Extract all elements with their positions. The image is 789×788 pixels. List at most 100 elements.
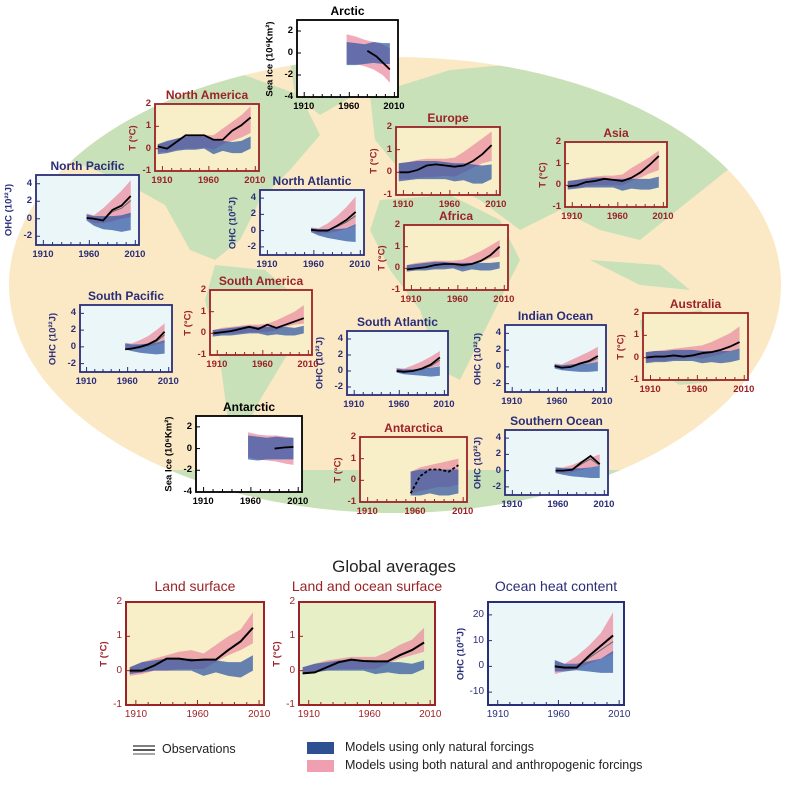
y-tick-label: -1 [142, 165, 151, 176]
plot-frame [403, 224, 509, 291]
global-averages-heading: Global averages [332, 557, 456, 576]
global-land-ocean-plot [298, 601, 436, 706]
x-tick-label: 1960 [546, 396, 568, 407]
x-tick-label: 2010 [349, 259, 371, 270]
natural-forcings-band [125, 340, 165, 355]
natural-forcings-band [567, 176, 659, 191]
y-tick-label: 2 [186, 420, 192, 432]
x-tick-label: 2010 [287, 496, 309, 507]
x-tick-label: 2010 [652, 211, 674, 222]
antarctica-title: Antarctica [384, 421, 443, 435]
observations-line [86, 195, 132, 222]
arctic-plot [296, 19, 399, 98]
y-tick-label: -2 [284, 69, 293, 80]
natural-forcings-band [396, 366, 440, 377]
x-tick-label: 1910 [151, 175, 173, 186]
x-tick-label: 1910 [356, 506, 378, 517]
x-tick-label: 1910 [32, 249, 54, 260]
y-tick-label: 2 [495, 448, 501, 460]
x-tick-label: 1960 [251, 359, 273, 370]
y-tick-label: 2 [250, 208, 256, 220]
y-tick-label: 2 [70, 324, 76, 336]
x-tick-label: 1910 [561, 211, 583, 222]
southern-ocean-plot [504, 429, 609, 496]
x-tick-label: 2010 [593, 499, 615, 510]
y-tick-label: 2 [394, 219, 400, 230]
observations-line [645, 341, 740, 359]
global-land-ocean-y-axis-label: T (°C) [271, 640, 283, 667]
y-tick-label: 1 [394, 240, 400, 252]
europe-title: Europe [427, 111, 469, 125]
x-tick-label: 2010 [419, 709, 442, 720]
global-ohc-y-axis-label: OHC (10²²J) [455, 627, 467, 680]
x-tick-label: 2010 [124, 249, 146, 260]
x-tick-label: 1910 [293, 101, 315, 112]
y-tick-label: 4 [70, 307, 76, 319]
y-tick-label: -1 [630, 374, 639, 385]
plot-frame [487, 601, 625, 706]
y-tick-label: -2 [247, 240, 256, 252]
africa-plot [403, 224, 509, 291]
x-tick-label: 1960 [606, 211, 628, 222]
y-tick-label: -1 [391, 284, 400, 295]
observations-line [212, 317, 305, 335]
indian-ocean-title: Indian Ocean [517, 309, 594, 323]
y-tick-label: -1 [286, 699, 295, 710]
plot-frame [642, 312, 749, 381]
antarctica-plot [359, 436, 468, 503]
y-tick-label: 1 [386, 143, 392, 155]
observations-line [409, 464, 459, 494]
south-america-y-axis-label: T (°C) [182, 309, 194, 336]
y-tick-label: 0 [555, 179, 561, 191]
x-tick-label: 1910 [486, 709, 509, 720]
global-land-y-axis-label: T (°C) [98, 640, 110, 667]
observations-line [554, 634, 614, 669]
plot-frame [154, 103, 260, 172]
north-america-y-axis-label: T (°C) [127, 124, 139, 151]
natural-forcings-band [129, 655, 253, 678]
plot-frame [504, 429, 609, 496]
y-tick-label: -10 [469, 686, 484, 698]
australia-plot [642, 312, 749, 381]
y-tick-label: 4 [250, 192, 256, 204]
x-tick-label: 1960 [186, 709, 209, 720]
y-tick-label: 4 [495, 432, 501, 444]
y-tick-label: 4 [495, 327, 501, 339]
natural-forcings-band [410, 469, 459, 496]
y-tick-label: -1 [347, 496, 356, 507]
southern-ocean-title: Southern Ocean [510, 414, 603, 428]
y-tick-label: 2 [386, 121, 392, 132]
observations-line [554, 355, 599, 369]
both-forcings-swatch [307, 760, 334, 772]
y-tick-label: 0 [478, 660, 484, 672]
north-pacific-plot [35, 174, 140, 246]
indonesia-land [590, 260, 690, 290]
south-atlantic-y-axis-label: OHC (10²²J) [314, 336, 326, 390]
observations-line [129, 627, 254, 672]
y-tick-label: -1 [552, 201, 561, 212]
southern-ocean-y-axis-label: OHC (10²²J) [472, 436, 484, 489]
x-tick-label: 1960 [404, 506, 426, 517]
indian-ocean-y-axis-label: OHC (10²²J) [472, 332, 484, 385]
y-tick-label: 1 [633, 329, 639, 341]
x-tick-label: 2010 [733, 384, 755, 395]
asia-title: Asia [603, 126, 629, 140]
y-tick-label: 0 [495, 464, 501, 476]
north-america-title: North America [165, 88, 249, 102]
y-tick-label: -2 [183, 464, 192, 476]
y-tick-label: 2 [145, 98, 151, 109]
plot-frame [125, 601, 265, 706]
y-tick-label: -1 [197, 349, 206, 360]
y-tick-label: 2 [26, 195, 32, 207]
observations-legend-icon [133, 745, 155, 755]
both-forcings-legend-label: Models using both natural and anthropoge… [345, 758, 643, 772]
natural-forcings-band [346, 42, 390, 66]
global-land-title: Land surface [154, 578, 236, 594]
antarctic-title: Antarctic [222, 400, 276, 414]
y-tick-label: 0 [495, 360, 501, 372]
natural-forcings-band [248, 435, 294, 461]
y-tick-label: 2 [350, 431, 356, 442]
x-tick-label: 1910 [256, 259, 278, 270]
x-tick-label: 1960 [116, 376, 138, 387]
global-land-plot [125, 601, 265, 706]
